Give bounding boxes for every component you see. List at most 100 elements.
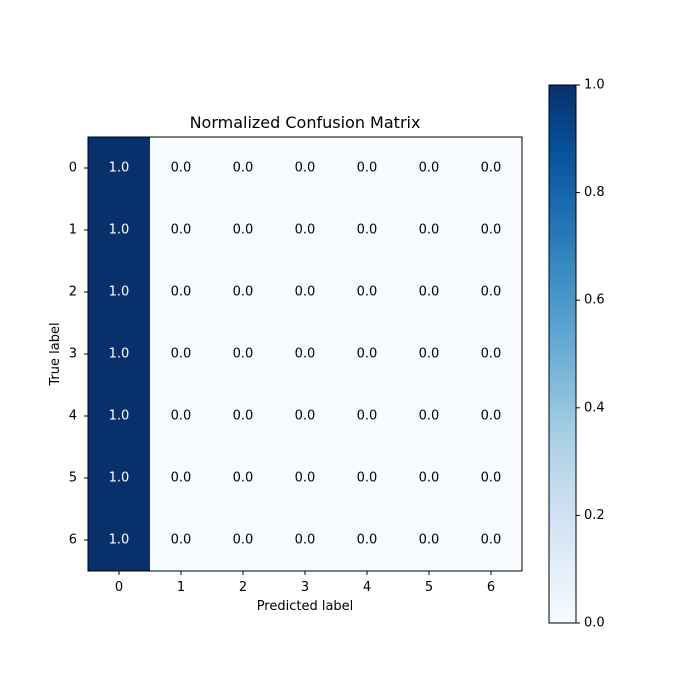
y-tick-label: 0 (69, 161, 77, 176)
y-tick-label: 3 (69, 347, 77, 362)
heatmap-cell (336, 199, 399, 262)
heatmap-cell (88, 261, 151, 324)
colorbar-ticks: 0.0 0.2 0.4 0.6 0.8 1.0 (576, 78, 605, 631)
cell-value-label: 1.0 (109, 533, 130, 548)
x-tick-label: 0 (115, 580, 123, 595)
heatmap-cell (336, 447, 399, 510)
cell-value-label: 1.0 (109, 347, 130, 362)
x-axis-label: Predicted label (257, 599, 354, 614)
cell-value-label: 0.0 (357, 471, 378, 486)
cell-value-label: 1.0 (109, 285, 130, 300)
heatmap-cell (88, 137, 151, 200)
cell-value-label: 0.0 (171, 471, 192, 486)
x-tick-label: 3 (301, 580, 309, 595)
heatmap-cell (398, 199, 461, 262)
cell-value-label: 0.0 (481, 285, 502, 300)
cell-value-label: 0.0 (233, 471, 254, 486)
heatmap-cell (336, 323, 399, 386)
heatmap-cell (88, 447, 151, 510)
cell-value-label: 0.0 (481, 161, 502, 176)
y-tick-label: 5 (69, 471, 77, 486)
y-axis-ticks: 0 1 2 3 4 5 6 (69, 161, 88, 548)
colorbar-tick-label: 0.2 (584, 508, 605, 523)
cell-value-label: 0.0 (419, 161, 440, 176)
cell-value-label: 0.0 (419, 471, 440, 486)
x-tick-label: 5 (425, 580, 433, 595)
heatmap-cell (460, 509, 523, 572)
heatmap-cell (212, 137, 275, 200)
x-axis-ticks: 0 1 2 3 4 5 6 (115, 571, 495, 595)
heatmap-cell (336, 261, 399, 324)
heatmap-cell (398, 137, 461, 200)
y-tick-label: 4 (69, 409, 77, 424)
cell-labels: 1.0 0.0 0.0 0.0 0.0 0.0 0.0 1.0 0.0 0.0 0.0 0.0 0.0 0… (109, 161, 502, 548)
heatmap-cell (274, 137, 337, 200)
cell-value-label: 0.0 (233, 533, 254, 548)
heatmap-cell (212, 261, 275, 324)
cell-value-label: 0.0 (481, 471, 502, 486)
heatmap-cells (88, 137, 523, 572)
cell-value-label: 0.0 (295, 347, 316, 362)
cell-value-label: 0.0 (357, 285, 378, 300)
cell-value-label: 0.0 (233, 285, 254, 300)
cell-value-label: 0.0 (233, 409, 254, 424)
chart-title: Normalized Confusion Matrix (190, 113, 421, 132)
cell-value-label: 0.0 (171, 223, 192, 238)
heatmap-cell (274, 199, 337, 262)
heatmap-cell (274, 323, 337, 386)
cell-value-label: 0.0 (295, 285, 316, 300)
cell-value-label: 1.0 (109, 471, 130, 486)
heatmap-cell (274, 509, 337, 572)
heatmap-cell (150, 261, 213, 324)
colorbar-tick-label: 1.0 (584, 78, 605, 93)
cell-value-label: 0.0 (295, 161, 316, 176)
cell-value-label: 0.0 (481, 409, 502, 424)
x-tick-label: 4 (363, 580, 371, 595)
cell-value-label: 1.0 (109, 161, 130, 176)
cell-value-label: 0.0 (357, 223, 378, 238)
cell-value-label: 0.0 (171, 347, 192, 362)
cell-value-label: 0.0 (233, 161, 254, 176)
y-tick-label: 1 (69, 223, 77, 238)
colorbar (548, 84, 577, 624)
heatmap-cell (398, 447, 461, 510)
cell-value-label: 0.0 (481, 347, 502, 362)
heatmap-cell (460, 137, 523, 200)
y-axis-label: True label (48, 322, 63, 386)
x-tick-label: 2 (239, 580, 247, 595)
cell-value-label: 0.0 (171, 161, 192, 176)
x-tick-label: 6 (487, 580, 495, 595)
cell-value-label: 0.0 (419, 409, 440, 424)
colorbar-tick-label: 0.6 (584, 293, 605, 308)
heatmap-cell (398, 323, 461, 386)
cell-value-label: 0.0 (295, 533, 316, 548)
heatmap-cell (274, 447, 337, 510)
cell-value-label: 0.0 (233, 223, 254, 238)
cell-value-label: 0.0 (481, 533, 502, 548)
heatmap-cell (398, 509, 461, 572)
cell-value-label: 0.0 (295, 471, 316, 486)
heatmap-cell (336, 385, 399, 448)
y-tick-label: 6 (69, 533, 77, 548)
cell-value-label: 0.0 (419, 223, 440, 238)
y-tick-label: 2 (69, 285, 77, 300)
heatmap-cell (212, 447, 275, 510)
heatmap-cell (212, 509, 275, 572)
x-tick-label: 1 (177, 580, 185, 595)
heatmap-cell (460, 261, 523, 324)
cell-value-label: 0.0 (357, 347, 378, 362)
heatmap-cell (274, 385, 337, 448)
heatmap-cell (460, 385, 523, 448)
heatmap-cell (460, 199, 523, 262)
colorbar-tick-label: 0.0 (584, 616, 605, 631)
cell-value-label: 0.0 (171, 533, 192, 548)
heatmap-cell (212, 385, 275, 448)
heatmap-cell (212, 199, 275, 262)
heatmap-cell (88, 385, 151, 448)
heatmap-cell (88, 323, 151, 386)
cell-value-label: 0.0 (295, 409, 316, 424)
heatmap-cell (88, 509, 151, 572)
cell-value-label: 1.0 (109, 409, 130, 424)
heatmap-cell (398, 261, 461, 324)
